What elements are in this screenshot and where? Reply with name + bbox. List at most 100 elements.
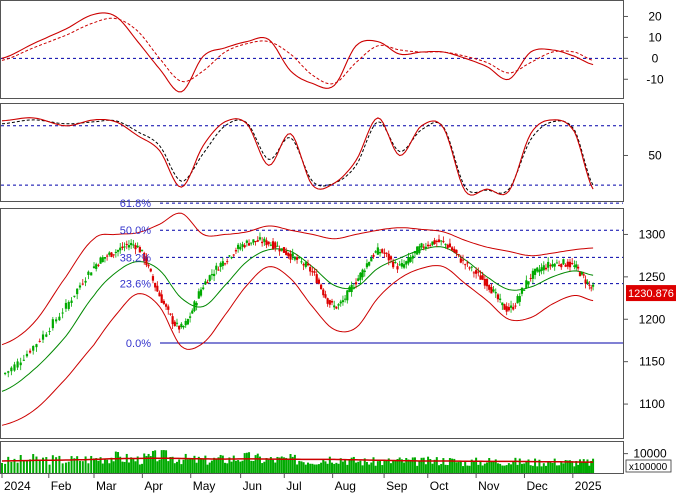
- candle-body: [250, 242, 253, 244]
- volume-bar: [42, 457, 45, 473]
- candle-body: [339, 301, 342, 304]
- volume-bar: [492, 461, 495, 473]
- volume-bar: [78, 460, 81, 473]
- volume-bar: [48, 464, 51, 473]
- volume-bar: [575, 460, 578, 473]
- candle-body: [501, 302, 504, 306]
- volume-bar: [448, 458, 451, 473]
- volume-bar: [213, 457, 216, 473]
- volume-bar: [368, 464, 371, 473]
- volume-bar: [114, 451, 117, 473]
- candle-body: [169, 313, 172, 315]
- candle-body: [357, 278, 360, 281]
- candle-body: [418, 246, 421, 254]
- candle-body: [81, 283, 84, 285]
- volume-bar: [25, 460, 28, 473]
- candle-body: [409, 257, 412, 262]
- volume-bar: [466, 465, 469, 473]
- candle-body: [280, 248, 283, 251]
- volume-bar: [549, 461, 552, 473]
- volume-bar: [562, 463, 565, 473]
- volume-bar: [394, 460, 397, 473]
- volume-bar: [101, 463, 104, 473]
- osc-tick-label: 10: [648, 30, 662, 44]
- price-tick-label: 1100: [639, 397, 665, 411]
- candle-body: [416, 246, 419, 255]
- volume-bar: [490, 461, 493, 473]
- volume-bar: [197, 456, 200, 473]
- candle-body: [527, 281, 530, 285]
- volume-bar: [385, 460, 388, 473]
- candle-body: [73, 295, 76, 297]
- volume-bar: [324, 461, 327, 473]
- volume-bar: [529, 465, 532, 473]
- candle-body: [45, 334, 48, 337]
- volume-ma-line: [1, 457, 594, 463]
- candle-body: [407, 257, 410, 264]
- volume-bar: [16, 462, 19, 473]
- candle-body: [151, 276, 155, 281]
- volume-bar: [462, 466, 465, 473]
- volume-bar: [322, 460, 325, 473]
- candle-body: [424, 246, 427, 249]
- volume-bar: [289, 453, 292, 473]
- volume-bar: [117, 452, 120, 473]
- x-tick-label: May: [193, 479, 216, 493]
- volume-bar: [306, 462, 309, 473]
- volume-bar: [365, 461, 368, 473]
- volume-bar: [592, 458, 595, 473]
- candle-body: [258, 237, 262, 240]
- candle-body: [431, 241, 434, 245]
- candle-body: [444, 243, 447, 245]
- volume-bar: [171, 456, 174, 473]
- price-tick-label: 1250: [639, 270, 666, 284]
- candle-body: [193, 301, 196, 311]
- candle-body: [38, 340, 41, 342]
- volume-bar: [87, 463, 90, 473]
- volume-bar: [413, 457, 416, 473]
- candle-body: [483, 278, 486, 286]
- candle-body: [499, 298, 502, 300]
- candle-body: [326, 298, 329, 304]
- volume-bar: [169, 457, 172, 473]
- candle-body: [514, 305, 517, 307]
- candle-body: [127, 245, 131, 248]
- candle-body: [265, 240, 268, 246]
- candle-body: [479, 275, 482, 280]
- candle-body: [116, 250, 120, 252]
- candle-body: [420, 243, 423, 248]
- volume-bar: [99, 457, 102, 473]
- candle-body: [588, 284, 591, 286]
- candle-body: [488, 285, 491, 290]
- volume-bar: [344, 459, 347, 473]
- x-tick-label: Jun: [243, 479, 262, 493]
- candle-body: [48, 331, 51, 333]
- last-price-label: 1230.876: [628, 288, 674, 300]
- volume-bar: [418, 460, 421, 473]
- candle-body: [215, 265, 218, 270]
- volume-bar: [215, 459, 218, 473]
- candle-body: [175, 322, 179, 324]
- candle-body: [533, 268, 537, 275]
- candle-body: [140, 249, 144, 251]
- volume-bar: [470, 459, 473, 473]
- volume-bar: [1, 462, 3, 473]
- volume-bar: [285, 457, 288, 473]
- candle-body: [470, 266, 473, 268]
- candle-body: [580, 271, 583, 275]
- volume-bar: [93, 458, 96, 473]
- volume-bar: [97, 460, 100, 473]
- osc-main-line: [1, 12, 594, 93]
- volume-bar: [167, 461, 170, 473]
- candle-body: [396, 266, 399, 270]
- candle-body: [468, 267, 471, 269]
- volume-bar: [193, 455, 196, 473]
- volume-bar: [145, 456, 148, 473]
- candle-body: [121, 246, 124, 249]
- volume-bar: [217, 457, 220, 473]
- candle-body: [92, 266, 96, 268]
- candle-body: [112, 254, 115, 256]
- candle-body: [584, 279, 587, 284]
- volume-bar: [132, 458, 135, 473]
- reference-lines: [1, 57, 623, 344]
